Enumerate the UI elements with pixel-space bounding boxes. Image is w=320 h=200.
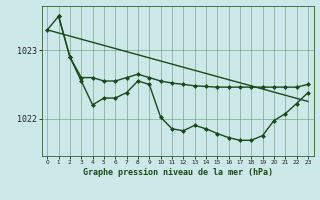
X-axis label: Graphe pression niveau de la mer (hPa): Graphe pression niveau de la mer (hPa) [83, 168, 273, 177]
